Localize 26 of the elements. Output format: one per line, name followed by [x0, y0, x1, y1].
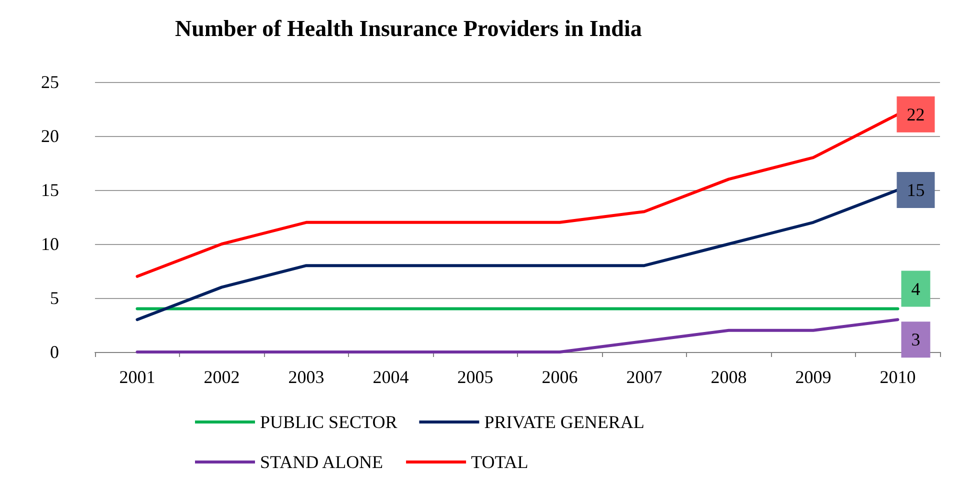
chart-title: Number of Health Insurance Providers in India [175, 16, 642, 41]
data-label: 3 [911, 330, 920, 350]
line-series [136, 318, 900, 354]
x-tick-label: 2008 [710, 367, 747, 387]
legend-label: STAND ALONE [260, 452, 384, 472]
x-tick-label: 2005 [457, 367, 494, 387]
y-tick-label: 5 [50, 288, 59, 308]
legend-label: PRIVATE GENERAL [484, 412, 644, 432]
legend-label: TOTAL [471, 452, 528, 472]
legend-label: PUBLIC SECTOR [260, 412, 398, 432]
x-tick-label: 2001 [119, 367, 156, 387]
y-tick-label: 0 [50, 342, 59, 362]
y-tick-label: 25 [41, 72, 59, 92]
x-tick-label: 2002 [204, 367, 240, 387]
data-label: 22 [906, 104, 925, 124]
data-label: 4 [911, 278, 920, 299]
y-tick-label: 10 [41, 234, 59, 254]
y-tick-label: 15 [41, 180, 59, 200]
x-tick-label: 2007 [626, 367, 662, 387]
x-tick-label: 2004 [372, 367, 409, 387]
data-label: 15 [906, 180, 925, 200]
x-tick-label: 2009 [795, 367, 832, 387]
x-tick-label: 2003 [288, 367, 324, 387]
x-tick-label: 2010 [880, 367, 916, 387]
y-tick-label: 20 [41, 126, 59, 146]
x-tick-label: 2006 [542, 367, 578, 387]
